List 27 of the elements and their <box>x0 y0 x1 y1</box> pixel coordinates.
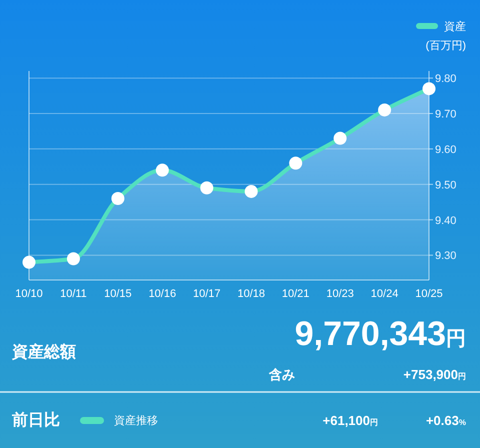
x-tick-label: 10/17 <box>193 288 221 300</box>
x-tick-label: 10/25 <box>415 288 443 300</box>
x-tick-label: 10/16 <box>148 288 176 300</box>
x-tick-label: 10/10 <box>15 288 43 300</box>
text: 含み <box>268 367 295 382</box>
x-tick-label: 10/24 <box>370 288 398 300</box>
y-tick-label: 9.70 <box>435 108 456 121</box>
y-tick-label: 9.50 <box>435 179 456 192</box>
text: +61,100円 <box>322 413 378 428</box>
text: 9,770,343円 <box>294 315 466 353</box>
text: 資産総額 <box>11 342 76 361</box>
legend-label: 資産 <box>444 20 466 33</box>
y-tick-label: 9.60 <box>435 144 456 156</box>
y-tick-label: 9.80 <box>435 73 456 86</box>
text: 資産推移 <box>114 414 158 427</box>
text: +0.63% <box>426 413 466 428</box>
y-tick-label: 9.40 <box>435 214 456 227</box>
x-tick-label: 10/11 <box>60 288 87 300</box>
x-tick-label: 10/18 <box>237 288 265 300</box>
x-tick-label: 10/15 <box>104 288 132 300</box>
y-tick-label: 9.30 <box>435 250 456 262</box>
x-tick-label: 10/23 <box>326 288 354 300</box>
text: +753,900円 <box>403 367 466 382</box>
x-tick-label: 10/21 <box>282 288 310 300</box>
legend: 資産 <box>416 21 466 33</box>
text: 前日比 <box>11 411 60 429</box>
y-axis-title: (百万円) <box>426 40 466 52</box>
